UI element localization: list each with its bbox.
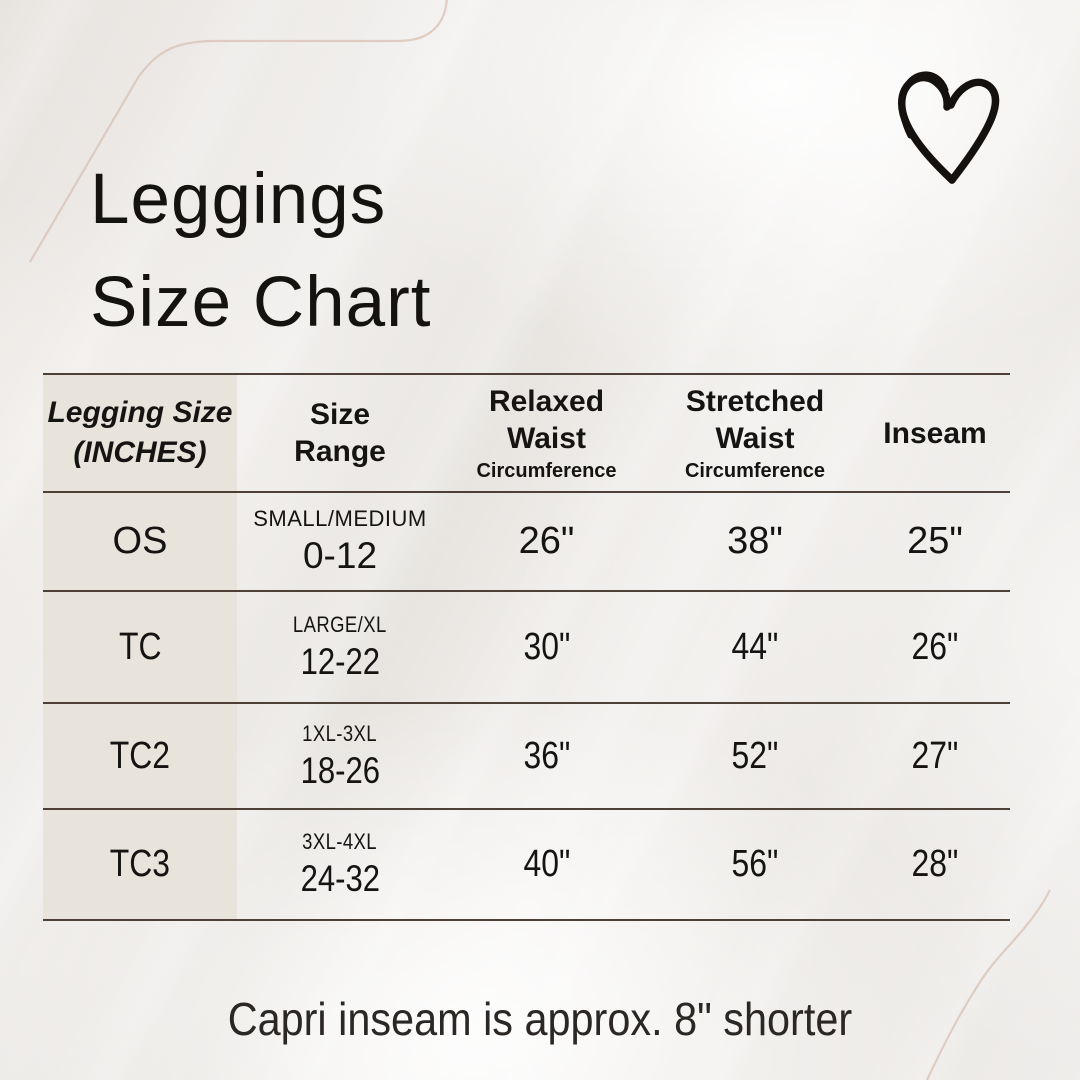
heart-doodle-icon (898, 71, 1000, 184)
cell-size: TC2 (43, 704, 237, 808)
cell-inseam: 27" (911, 734, 959, 777)
header-legging-size: Legging Size (INCHES) (43, 375, 237, 491)
cell-size-range: 1XL-3XL 18-26 (237, 704, 443, 808)
header-legging-size-line2: (INCHES) (73, 436, 207, 469)
page-title: Leggings Size Chart (90, 148, 431, 354)
cell-stretched-waist: 52" (731, 734, 779, 777)
header-legging-size-line1: Legging Size (47, 396, 233, 429)
range-label: LARGE/XL (293, 611, 387, 637)
cell-size: OS (43, 493, 237, 590)
table-row-tc2: TC2 1XL-3XL 18-26 36" 52" 27" (43, 704, 1010, 810)
header-stretched-waist: Stretched Waist Circumference (684, 385, 826, 482)
capri-inseam-note: Capri inseam is approx. 8" shorter (227, 993, 853, 1045)
cell-inseam: 25" (907, 520, 963, 562)
cell-relaxed-waist: 26" (518, 520, 575, 562)
cell-size-range: LARGE/XL 12-22 (237, 592, 443, 702)
range-label: 3XL-4XL (302, 829, 378, 854)
title-line-1: Leggings (90, 160, 387, 239)
cell-stretched-waist: 44" (731, 625, 779, 668)
cell-relaxed-waist: 40" (523, 843, 570, 885)
range-label: 1XL-3XL (302, 720, 378, 746)
table-row-os: OS SMALL/MEDIUM 0-12 26" 38" 25" (43, 493, 1010, 592)
header-relaxed-sub: Circumference (476, 460, 617, 482)
cell-stretched-waist: 56" (731, 843, 779, 885)
table-header-row: Legging Size (INCHES) Size Range Relaxed… (43, 375, 1010, 493)
range-numbers: 18-26 (300, 749, 380, 791)
range-numbers: 12-22 (300, 640, 380, 682)
range-numbers: 24-32 (300, 858, 380, 899)
cell-size: TC3 (43, 810, 237, 919)
header-size-range: Size Range (294, 398, 386, 468)
cell-inseam: 26" (911, 625, 959, 668)
cell-inseam: 28" (911, 843, 959, 885)
cell-size-range: 3XL-4XL 24-32 (237, 810, 443, 919)
cell-size: TC (43, 592, 237, 702)
cell-relaxed-waist: 30" (523, 625, 570, 668)
cell-size-range: SMALL/MEDIUM 0-12 (237, 493, 443, 590)
size-chart-table: Legging Size (INCHES) Size Range Relaxed… (43, 373, 1010, 921)
cell-relaxed-waist: 36" (523, 734, 570, 777)
range-label: SMALL/MEDIUM (253, 506, 427, 531)
title-line-2: Size Chart (90, 263, 432, 342)
table-row-tc: TC LARGE/XL 12-22 30" 44" 26" (43, 592, 1010, 704)
table-row-tc3: TC3 3XL-4XL 24-32 40" 56" 28" (43, 810, 1010, 921)
range-numbers: 0-12 (302, 535, 378, 576)
header-relaxed-waist: Relaxed Waist Circumference (476, 385, 617, 482)
cell-stretched-waist: 38" (727, 520, 783, 562)
header-stretched-sub: Circumference (684, 460, 826, 482)
header-inseam: Inseam (883, 416, 987, 450)
